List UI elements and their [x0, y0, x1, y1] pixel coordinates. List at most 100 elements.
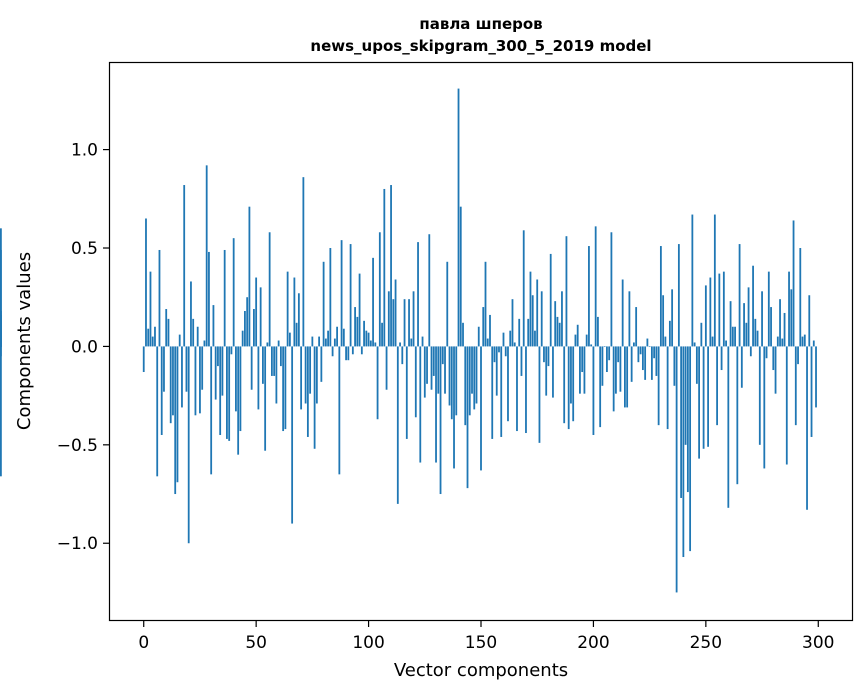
bar-73 — [306, 346, 309, 437]
bar-288 — [790, 289, 793, 347]
bar-172 — [529, 271, 532, 347]
bar-256 — [718, 273, 721, 347]
bar-173 — [531, 295, 534, 347]
bar-275 — [761, 291, 763, 347]
x-tick-label: 300 — [802, 633, 834, 653]
bar-177 — [540, 291, 543, 347]
bar-259 — [725, 340, 727, 347]
bar-240 — [682, 346, 685, 558]
bar-258 — [722, 271, 725, 347]
bar-244 — [691, 214, 694, 347]
bar-180 — [547, 346, 550, 367]
bar-232 — [664, 336, 667, 347]
bar-287 — [788, 271, 790, 347]
bar-undefined — [0, 249, 2, 347]
bar-86 — [336, 326, 338, 347]
bar-149 — [477, 326, 480, 347]
bar-39 — [230, 346, 233, 355]
bar-23 — [194, 346, 197, 416]
bar-17 — [181, 346, 183, 408]
x-tick-label: 100 — [352, 633, 384, 653]
bar-261 — [729, 301, 732, 347]
bar-245 — [693, 342, 696, 347]
bar-215 — [626, 346, 629, 408]
x-tick-label: 150 — [465, 633, 497, 653]
bar-243 — [689, 346, 692, 552]
bar-8 — [160, 346, 163, 435]
bar-59 — [275, 346, 278, 404]
bar-50 — [255, 277, 258, 347]
bar-285 — [783, 312, 786, 347]
bar-114 — [399, 342, 401, 347]
bar-161 — [504, 346, 507, 357]
bar-170 — [525, 346, 527, 434]
bar-189 — [567, 346, 570, 430]
bar-260 — [727, 346, 730, 508]
bar-242 — [686, 346, 689, 493]
bar-38 — [228, 346, 231, 441]
bar-12 — [169, 346, 172, 424]
bar-294 — [803, 334, 806, 347]
bar-110 — [390, 185, 392, 347]
bar-193 — [576, 324, 579, 347]
bar-83 — [329, 248, 332, 347]
bar-234 — [668, 320, 671, 347]
bar-124 — [421, 336, 424, 347]
bar-100 — [367, 332, 370, 347]
bar-153 — [486, 338, 489, 347]
bar-109 — [387, 291, 390, 347]
bar-91 — [347, 346, 350, 361]
bar-63 — [284, 346, 287, 430]
bar-192 — [574, 334, 577, 347]
bar-228 — [655, 346, 658, 376]
bar-146 — [471, 346, 473, 394]
bar-230 — [659, 246, 662, 347]
bar-27 — [203, 340, 206, 347]
bar-81 — [324, 338, 327, 347]
bar-113 — [396, 346, 399, 504]
bar-231 — [662, 295, 665, 347]
bar-188 — [565, 236, 568, 347]
bar-30 — [210, 346, 213, 475]
y-tick-label: 1.0 — [71, 141, 98, 161]
bar-78 — [318, 336, 321, 347]
bar-142 — [462, 322, 464, 347]
bar-143 — [464, 346, 467, 426]
bar-247 — [698, 346, 700, 459]
bar-283 — [779, 299, 781, 347]
bar-14 — [174, 346, 177, 495]
bar-167 — [518, 318, 521, 347]
bar-undefined — [0, 346, 2, 357]
bar-212 — [619, 346, 622, 392]
bar-164 — [511, 299, 514, 347]
bar-238 — [677, 244, 680, 347]
bar-49 — [253, 309, 255, 347]
bar-171 — [527, 318, 530, 347]
bar-54 — [264, 346, 267, 451]
bar-219 — [635, 307, 638, 347]
bar-206 — [606, 346, 608, 373]
bar-35 — [221, 346, 224, 396]
bar-64 — [286, 271, 289, 347]
bar-137 — [450, 346, 453, 420]
bar-120 — [412, 291, 415, 347]
bar-225 — [648, 346, 651, 348]
bar-229 — [657, 346, 660, 426]
bar-257 — [720, 346, 723, 371]
bar-198 — [588, 246, 590, 347]
bar-135 — [446, 261, 449, 347]
bar-67 — [293, 277, 296, 347]
bar-163 — [509, 330, 512, 347]
bar-265 — [738, 244, 741, 347]
bar-126 — [426, 346, 428, 384]
x-axis-ticks: 0 50 100 150 200 250 300 — [138, 620, 834, 653]
bar-29 — [208, 251, 210, 347]
bar-150 — [480, 346, 482, 471]
bar-74 — [309, 346, 312, 394]
bar-88 — [340, 240, 343, 347]
bar-176 — [538, 346, 541, 443]
bar-298 — [812, 340, 815, 347]
bar-140 — [457, 88, 460, 347]
bar-84 — [331, 346, 334, 357]
